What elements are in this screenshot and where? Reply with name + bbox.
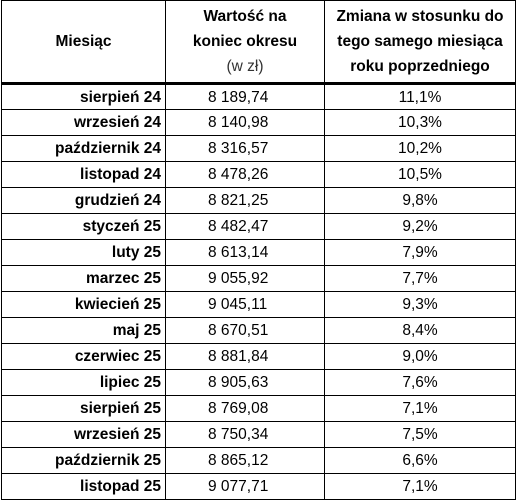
change-cell[interactable]: 6,6%	[324, 447, 516, 474]
month-cell[interactable]: listopad 25	[1, 473, 166, 500]
table-row: październik 24 8 316,57 10,2%	[1, 135, 516, 162]
change-cell[interactable]: 11,1%	[324, 83, 516, 110]
month-cell[interactable]: październik 25	[1, 447, 166, 474]
month-cell[interactable]: luty 25	[1, 239, 166, 266]
header-month-label: Miesiąc	[55, 33, 112, 50]
value-cell[interactable]: 8 750,34	[165, 421, 325, 448]
table-row: kwiecień 25 9 045,11 9,3%	[1, 291, 516, 318]
header-value-line-2: koniec okresu	[192, 33, 298, 50]
change-cell[interactable]: 9,2%	[324, 213, 516, 240]
month-cell[interactable]: wrzesień 25	[1, 421, 166, 448]
change-cell[interactable]: 9,8%	[324, 187, 516, 214]
value-cell[interactable]: 8 865,12	[165, 447, 325, 474]
table-row: styczeń 25 8 482,47 9,2%	[1, 213, 516, 240]
month-cell[interactable]: sierpień 25	[1, 395, 166, 422]
change-cell[interactable]: 7,1%	[324, 395, 516, 422]
month-cell[interactable]: lipiec 25	[1, 369, 166, 396]
month-cell[interactable]: grudzień 24	[1, 187, 166, 214]
value-cell[interactable]: 8 140,98	[165, 109, 325, 136]
month-cell[interactable]: listopad 24	[1, 161, 166, 188]
value-cell[interactable]: 8 769,08	[165, 395, 325, 422]
value-cell[interactable]: 8 189,74	[165, 83, 325, 110]
change-cell[interactable]: 7,9%	[324, 239, 516, 266]
change-cell[interactable]: 10,2%	[324, 135, 516, 162]
table-row: luty 25 8 613,14 7,9%	[1, 239, 516, 266]
value-cell[interactable]: 8 613,14	[165, 239, 325, 266]
value-cell[interactable]: 8 881,84	[165, 343, 325, 370]
change-cell[interactable]: 9,3%	[324, 291, 516, 318]
table-row: sierpień 24 8 189,74 11,1%	[1, 83, 516, 110]
value-cell[interactable]: 9 077,71	[165, 473, 325, 500]
header-row: Miesiąc Wartość na koniec okresu (w zł) …	[1, 0, 516, 85]
header-value-line-1: Wartość na	[203, 8, 287, 25]
header-change-line-3: roku poprzedniego	[350, 58, 490, 75]
table-row: lipiec 25 8 905,63 7,6%	[1, 369, 516, 396]
change-cell[interactable]: 7,5%	[324, 421, 516, 448]
change-cell[interactable]: 10,5%	[324, 161, 516, 188]
change-cell[interactable]: 10,3%	[324, 109, 516, 136]
value-cell[interactable]: 8 905,63	[165, 369, 325, 396]
month-cell[interactable]: sierpień 24	[1, 83, 166, 110]
change-cell[interactable]: 8,4%	[324, 317, 516, 344]
value-cell[interactable]: 8 821,25	[165, 187, 325, 214]
header-value-unit: (w zł)	[226, 58, 264, 75]
month-cell[interactable]: czerwiec 25	[1, 343, 166, 370]
value-cell[interactable]: 9 045,11	[165, 291, 325, 318]
table-row: wrzesień 24 8 140,98 10,3%	[1, 109, 516, 136]
value-cell[interactable]: 9 055,92	[165, 265, 325, 292]
table-row: grudzień 24 8 821,25 9,8%	[1, 187, 516, 214]
header-value[interactable]: Wartość na koniec okresu (w zł)	[165, 0, 325, 85]
table-row: wrzesień 25 8 750,34 7,5%	[1, 421, 516, 448]
change-cell[interactable]: 7,6%	[324, 369, 516, 396]
table-row: listopad 24 8 478,26 10,5%	[1, 161, 516, 188]
month-cell[interactable]: październik 24	[1, 135, 166, 162]
value-cell[interactable]: 8 670,51	[165, 317, 325, 344]
value-cell[interactable]: 8 316,57	[165, 135, 325, 162]
value-cell[interactable]: 8 478,26	[165, 161, 325, 188]
header-change[interactable]: Zmiana w stosunku do tego samego miesiąc…	[324, 0, 516, 85]
month-cell[interactable]: wrzesień 24	[1, 109, 166, 136]
table-row: październik 25 8 865,12 6,6%	[1, 447, 516, 474]
table-row: listopad 25 9 077,71 7,1%	[1, 473, 516, 500]
table-row: marzec 25 9 055,92 7,7%	[1, 265, 516, 292]
table-row: czerwiec 25 8 881,84 9,0%	[1, 343, 516, 370]
month-cell[interactable]: kwiecień 25	[1, 291, 166, 318]
change-cell[interactable]: 7,7%	[324, 265, 516, 292]
change-cell[interactable]: 7,1%	[324, 473, 516, 500]
month-cell[interactable]: marzec 25	[1, 265, 166, 292]
month-cell[interactable]: styczeń 25	[1, 213, 166, 240]
header-month[interactable]: Miesiąc	[1, 0, 166, 85]
change-cell[interactable]: 9,0%	[324, 343, 516, 370]
header-change-line-1: Zmiana w stosunku do	[336, 8, 504, 25]
header-change-line-2: tego samego miesiąca	[337, 33, 503, 50]
value-cell[interactable]: 8 482,47	[165, 213, 325, 240]
table-row: sierpień 25 8 769,08 7,1%	[1, 395, 516, 422]
table-row: maj 25 8 670,51 8,4%	[1, 317, 516, 344]
month-cell[interactable]: maj 25	[1, 317, 166, 344]
